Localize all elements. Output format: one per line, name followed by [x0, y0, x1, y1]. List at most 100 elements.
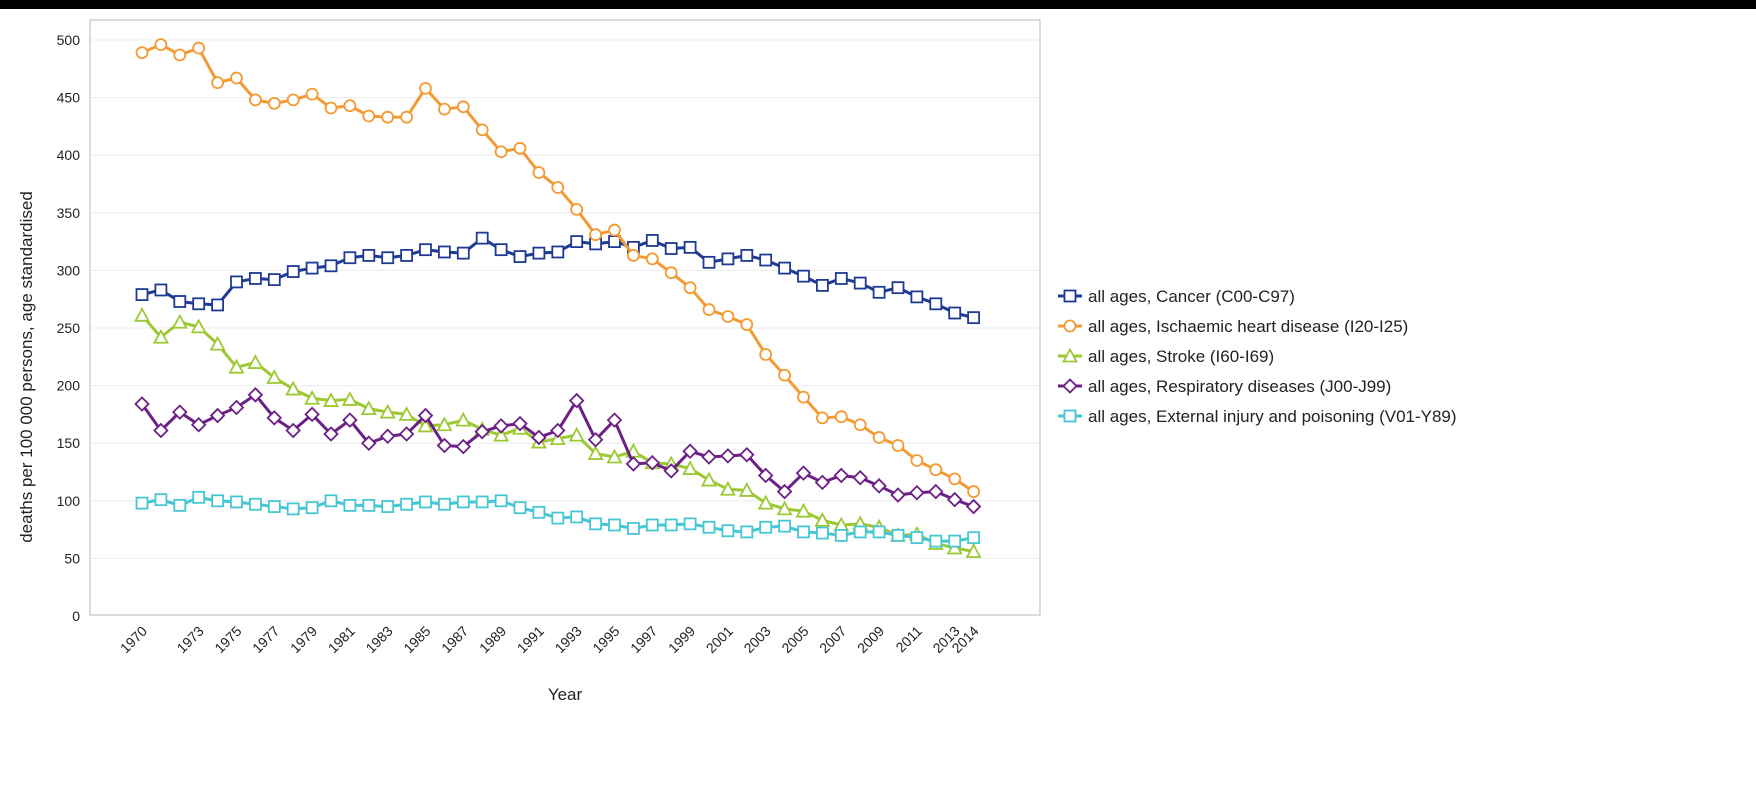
series-lines [133, 38, 982, 558]
data-point-square [834, 272, 848, 285]
data-point-square [778, 261, 791, 275]
data-point-square [456, 246, 470, 260]
data-point-diamond [890, 487, 906, 503]
top-border-bar [0, 0, 1756, 9]
x-tick-label: 1995 [589, 623, 622, 656]
data-point-circle [721, 310, 735, 323]
data-point-square [362, 499, 376, 512]
y-tick-label: 50 [64, 550, 80, 566]
data-point-square [286, 502, 300, 516]
data-point-square [286, 265, 300, 278]
data-point-diamond [625, 456, 642, 472]
x-tick-label: 1989 [476, 623, 509, 656]
data-point-square [230, 495, 243, 509]
y-axis-title: deaths per 100 000 persons, age standard… [17, 191, 36, 543]
data-point-diamond [946, 491, 963, 508]
y-tick-label: 0 [72, 608, 80, 624]
data-point-circle [419, 81, 432, 95]
series [135, 490, 980, 548]
data-point-square [362, 249, 376, 262]
data-point-diamond [455, 438, 472, 455]
data-point-triangle [606, 448, 623, 464]
data-point-square [929, 297, 943, 311]
data-point-square [494, 494, 508, 508]
data-point-square [702, 520, 716, 534]
data-point-triangle [814, 511, 831, 527]
data-point-circle [967, 485, 980, 498]
data-point-circle [778, 368, 791, 382]
data-point-square [1063, 289, 1077, 303]
data-point-triangle [946, 539, 963, 555]
legend-label: all ages, Stroke (I60-I69) [1088, 347, 1274, 366]
data-point-triangle [190, 318, 207, 334]
data-point-circle [853, 418, 867, 432]
y-tick-label: 300 [57, 262, 81, 278]
data-point-triangle [360, 400, 377, 416]
legend-item: all ages, External injury and poisoning … [1058, 407, 1457, 426]
data-point-square [1063, 409, 1077, 423]
x-tick-label: 2001 [703, 623, 736, 656]
data-point-triangle [379, 403, 396, 419]
data-point-square [967, 531, 980, 545]
data-point-circle [400, 110, 414, 124]
data-point-diamond [247, 387, 264, 403]
data-point-triangle [322, 392, 340, 407]
data-point-square [343, 251, 357, 265]
data-point-square [381, 251, 395, 265]
data-point-square [853, 276, 867, 290]
plot-area-frame [89, 19, 1041, 616]
data-point-diamond [209, 407, 226, 424]
data-point-square [702, 255, 716, 269]
data-point-diamond [833, 467, 850, 484]
data-point-diamond [852, 469, 868, 486]
gridlines [90, 39, 1040, 559]
data-point-square [230, 275, 243, 289]
data-point-circle [362, 109, 376, 123]
data-point-diamond [153, 422, 169, 439]
data-point-square [645, 518, 659, 532]
data-point-square [532, 505, 546, 519]
data-point-diamond [550, 422, 566, 439]
data-point-square [759, 520, 773, 534]
data-point-circle [475, 123, 489, 137]
data-point-diamond [739, 446, 755, 463]
data-point-triangle [455, 411, 472, 427]
data-point-diamond [965, 498, 982, 515]
legend-item: all ages, Ischaemic heart disease (I20-I… [1058, 317, 1408, 336]
data-point-triangle [682, 460, 699, 475]
data-point-square [248, 272, 262, 285]
data-point-diamond [285, 422, 301, 439]
data-point-circle [702, 303, 716, 316]
data-point-triangle [719, 480, 736, 496]
data-point-square [797, 269, 810, 283]
data-point-circle [834, 410, 848, 424]
data-point-diamond [1062, 378, 1078, 394]
data-point-diamond [606, 412, 623, 428]
data-point-square [627, 522, 640, 535]
x-tick-label: 1973 [173, 623, 206, 656]
data-point-triangle [304, 389, 321, 405]
data-point-circle [267, 96, 281, 110]
y-tick-label: 500 [57, 32, 81, 48]
x-tick-label: 1981 [325, 623, 358, 656]
data-point-circle [381, 110, 395, 124]
data-point-square [759, 253, 773, 267]
data-point-diamond [228, 399, 245, 416]
data-point-square [456, 495, 470, 509]
data-point-square [437, 245, 451, 259]
data-point-circle [343, 99, 357, 113]
data-point-diamond [568, 392, 585, 409]
data-point-diamond [172, 404, 188, 420]
y-tick-label: 450 [57, 90, 81, 106]
data-point-square [551, 245, 565, 259]
data-point-square [910, 531, 924, 545]
data-point-diamond [266, 410, 283, 426]
data-point-circle [608, 223, 621, 237]
data-point-square [910, 290, 924, 304]
data-point-square [475, 495, 489, 509]
data-point-circle [910, 454, 924, 467]
data-point-diamond [663, 463, 679, 479]
x-tick-label: 1979 [287, 623, 320, 656]
data-point-triangle [757, 494, 774, 510]
data-point-circle [797, 390, 810, 404]
